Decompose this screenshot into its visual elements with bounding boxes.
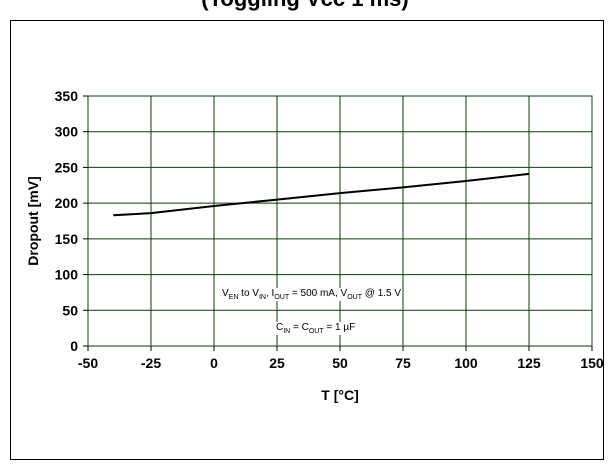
annotation-conditions: VEN to VIN, IOUT = 500 mA, VOUT @ 1.5 V [222, 288, 402, 301]
x-tick-label: 150 [580, 355, 604, 371]
x-tick-label: 100 [454, 355, 478, 371]
annotation-text: V [222, 288, 229, 299]
annotation-text: = 500 mA, V [289, 288, 348, 299]
grid [83, 95, 593, 351]
x-tick-label: -50 [78, 355, 98, 371]
y-tick-label: 50 [62, 302, 78, 318]
series-group [113, 172, 530, 217]
annotation-subscript: EN [228, 294, 239, 301]
chart-frame [10, 20, 604, 460]
annotation-text: = 1 µF [323, 322, 356, 333]
y-tick-label: 350 [55, 88, 79, 104]
x-axis-title: T [°C] [321, 387, 358, 403]
x-tick-label: 0 [210, 355, 218, 371]
annotation-text: C [276, 322, 284, 333]
annotation-subscript: IN [283, 328, 291, 335]
y-tick-label: 250 [55, 159, 79, 175]
series-line-0 [113, 172, 530, 217]
y-tick-label: 200 [55, 195, 79, 211]
x-tick-labels: -50 -25 0 25 50 75 100 125 150 [78, 355, 604, 371]
y-tick-label: 150 [55, 231, 79, 247]
annotation-subscript: OUT [347, 294, 362, 301]
annotation-capacitors: CIN = COUT = 1 µF [276, 322, 356, 335]
annotation-text: = C [290, 322, 309, 333]
y-axis-title: Dropout [mV] [25, 176, 41, 265]
annotation-subscript: OUT [308, 328, 324, 335]
y-tick-labels: 0 50 100 150 200 250 300 350 [55, 88, 79, 354]
annotation-text: to V [238, 288, 259, 299]
annotation-subscript: OUT [274, 294, 290, 301]
x-tick-label: -25 [141, 355, 161, 371]
y-tick-label: 100 [55, 267, 79, 283]
x-tick-label: 25 [269, 355, 285, 371]
annotation-text: , I [265, 288, 275, 299]
y-tick-label: 0 [70, 338, 78, 354]
annotation-subscript: IN [258, 294, 266, 301]
x-tick-label: 125 [517, 355, 541, 371]
cut-title: (Toggling Vcc 1 ms) [0, 0, 610, 12]
annotation-text: @ 1.5 V [361, 288, 402, 299]
x-tick-label: 50 [332, 355, 348, 371]
x-tick-label: 75 [395, 355, 411, 371]
y-tick-label: 300 [55, 124, 79, 140]
